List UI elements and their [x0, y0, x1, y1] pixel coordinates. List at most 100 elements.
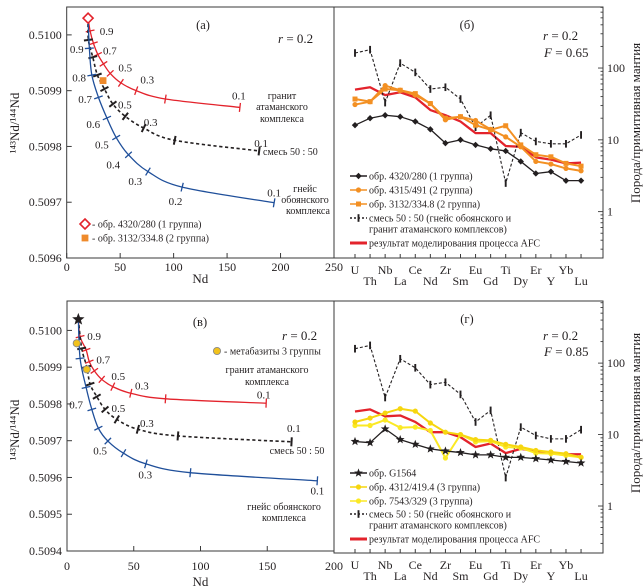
element-label: Th — [363, 274, 376, 288]
x-tick-label: 100 — [165, 260, 183, 274]
circle-marker — [382, 410, 388, 416]
panel-label: (в) — [193, 315, 207, 329]
f-tick — [90, 367, 99, 374]
f-label: 0.5 — [93, 445, 107, 457]
f-tick — [117, 78, 124, 87]
element-label: La — [394, 274, 407, 288]
diamond-marker — [427, 126, 434, 133]
sample-points-0 — [81, 12, 95, 25]
f-label: 0.1 — [232, 90, 246, 102]
x-tick-label: 50 — [114, 260, 126, 274]
f-tick — [102, 115, 112, 121]
diamond-marker — [412, 118, 419, 125]
element-label: Nb — [378, 558, 393, 572]
f-label: 0.3 — [128, 176, 142, 188]
element-label: Lu — [574, 274, 587, 288]
f-label: 0.8 — [72, 73, 86, 85]
circle-marker — [533, 158, 539, 165]
circle-marker — [367, 415, 373, 421]
panel-b-spider-diagram: (б) r = 0.2 F = 0.65 UThNbLaCeNdZrSmEuGdTiD… — [333, 6, 643, 288]
legend-item: обр. 4315/491 (2 группа) — [350, 186, 473, 197]
parameter-symbol: r — [282, 328, 288, 343]
circle-marker — [382, 417, 388, 423]
series-0 — [350, 424, 586, 467]
star-marker — [395, 435, 405, 444]
f-tick — [164, 394, 167, 404]
parameter-value: = 0.2 — [548, 328, 578, 343]
circle-marker — [457, 114, 464, 120]
square-marker — [503, 123, 509, 129]
element-label: Yb — [559, 263, 574, 277]
f-tick — [108, 100, 118, 108]
series-line — [355, 418, 582, 459]
star-marker — [486, 450, 495, 459]
y-tick-label: 0.5099 — [29, 360, 62, 374]
element-label: Gd — [483, 274, 498, 288]
model-parameter: F = 0.65 — [543, 45, 589, 60]
x-tick-label: 200 — [272, 260, 290, 274]
legend-item: результат моделирования процесса AFC — [350, 239, 540, 250]
f-label: 0.9 — [100, 26, 114, 38]
series-4 — [354, 86, 582, 165]
square-marker — [382, 86, 388, 92]
f-label: 0.7 — [103, 45, 117, 57]
f-label: 0.1 — [287, 423, 301, 435]
element-label: Ce — [409, 558, 422, 572]
star-marker — [561, 456, 571, 466]
star-marker — [350, 436, 360, 446]
square-marker — [356, 201, 361, 207]
y-tick-label: 0.5100 — [29, 323, 62, 337]
element-label: Sm — [452, 274, 469, 288]
element-label: Zr — [440, 263, 451, 277]
f-label: 0.3 — [140, 418, 154, 430]
legend-item: - обр. 4320/280 (1 группа) — [78, 217, 201, 231]
series-4 — [354, 408, 582, 456]
f-label: 0.1 — [310, 485, 324, 497]
f-tick — [134, 86, 139, 96]
circle-marker — [533, 447, 539, 454]
diamond-marker — [502, 147, 509, 155]
circle-marker — [212, 346, 222, 356]
panel-label: (а) — [196, 18, 210, 32]
y-tick-label: 0.5096 — [29, 251, 62, 265]
f-tick — [92, 72, 102, 78]
circle-marker — [503, 134, 509, 140]
y-tick-label: 0.5098 — [29, 397, 62, 411]
series-line — [354, 114, 582, 182]
square-marker — [533, 152, 539, 158]
circle-marker — [355, 187, 362, 193]
x-axis-title: Nd — [193, 574, 209, 588]
legend-label: гранит атаманского комплексов) — [369, 521, 507, 532]
star-marker — [576, 458, 586, 467]
f-label: 0.3 — [144, 117, 158, 129]
model-parameter: r = 0.2 — [543, 28, 578, 43]
parameter-symbol: r — [278, 31, 284, 46]
element-label: Er — [530, 263, 541, 277]
x-axis-title: Nd — [192, 271, 208, 286]
legend-item: обр. G1564 — [350, 468, 416, 480]
f-label: 0.5 — [118, 100, 132, 112]
circle-marker — [427, 427, 433, 434]
diamond-marker — [366, 115, 374, 122]
y-tick-label: 0.5096 — [29, 470, 62, 484]
panel-g-spider-diagram: (г) r = 0.2F = 0.85 UThNbLaCeNdZrSmEuGdTiD… — [333, 300, 643, 583]
legend-label: смесь 50 : 50 (гнейс обоянского и — [369, 510, 512, 521]
f-label: 0.6 — [86, 119, 100, 131]
curve-label: комплекса — [262, 513, 306, 524]
parameter-symbol: F — [543, 344, 553, 359]
sample-points-0 — [72, 312, 85, 325]
y-tick-label: 0.5098 — [29, 139, 62, 153]
dashed-curve-line — [77, 319, 292, 443]
series-line — [354, 344, 582, 479]
circle-marker — [488, 126, 494, 132]
element-label: Ti — [501, 558, 512, 572]
series-1 — [352, 82, 584, 174]
series-3 — [354, 341, 582, 482]
f-tick — [189, 468, 192, 478]
y-tick-label: 0.5099 — [29, 84, 62, 98]
open-diamond-marker — [81, 12, 95, 25]
parameter-symbol: r — [543, 328, 549, 343]
curve-label: обоянского — [281, 195, 329, 206]
circle-marker — [563, 451, 569, 457]
